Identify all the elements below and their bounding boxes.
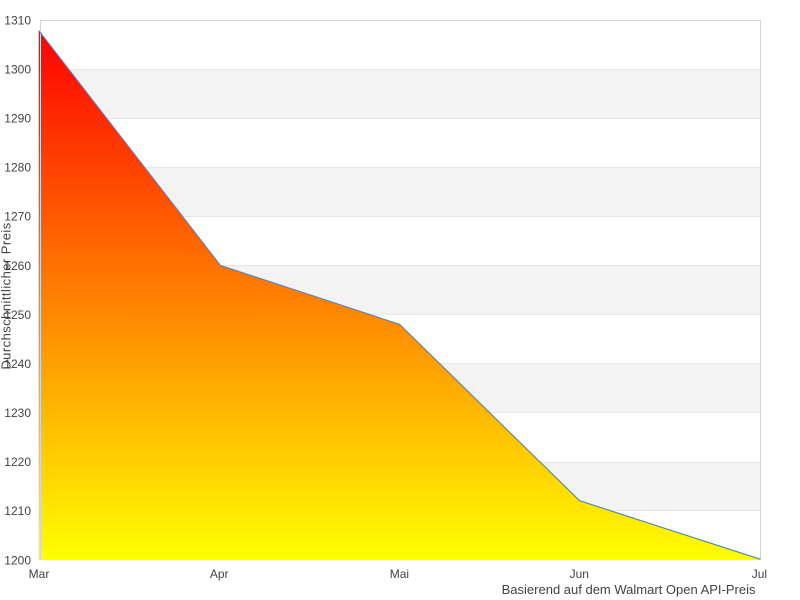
svg-text:1310: 1310 bbox=[4, 13, 31, 27]
svg-text:Mai: Mai bbox=[390, 567, 409, 581]
svg-text:Basierend auf dem Walmart Open: Basierend auf dem Walmart Open API-Preis bbox=[502, 582, 756, 597]
svg-text:1250: 1250 bbox=[4, 308, 31, 322]
svg-text:1260: 1260 bbox=[4, 259, 31, 273]
svg-text:1210: 1210 bbox=[4, 504, 31, 518]
svg-text:Jul: Jul bbox=[752, 567, 767, 581]
svg-text:1290: 1290 bbox=[4, 112, 31, 126]
svg-text:1220: 1220 bbox=[4, 455, 31, 469]
svg-text:Durchschnittlicher Preis: Durchschnittlicher Preis bbox=[0, 222, 14, 369]
svg-text:1230: 1230 bbox=[4, 406, 31, 420]
svg-text:1240: 1240 bbox=[4, 357, 31, 371]
svg-text:1270: 1270 bbox=[4, 210, 31, 224]
svg-text:Jun: Jun bbox=[570, 567, 589, 581]
svg-text:1200: 1200 bbox=[4, 553, 31, 567]
svg-text:Mar: Mar bbox=[29, 567, 50, 581]
svg-text:Apr: Apr bbox=[210, 567, 229, 581]
svg-text:1280: 1280 bbox=[4, 161, 31, 175]
svg-text:1300: 1300 bbox=[4, 62, 31, 76]
